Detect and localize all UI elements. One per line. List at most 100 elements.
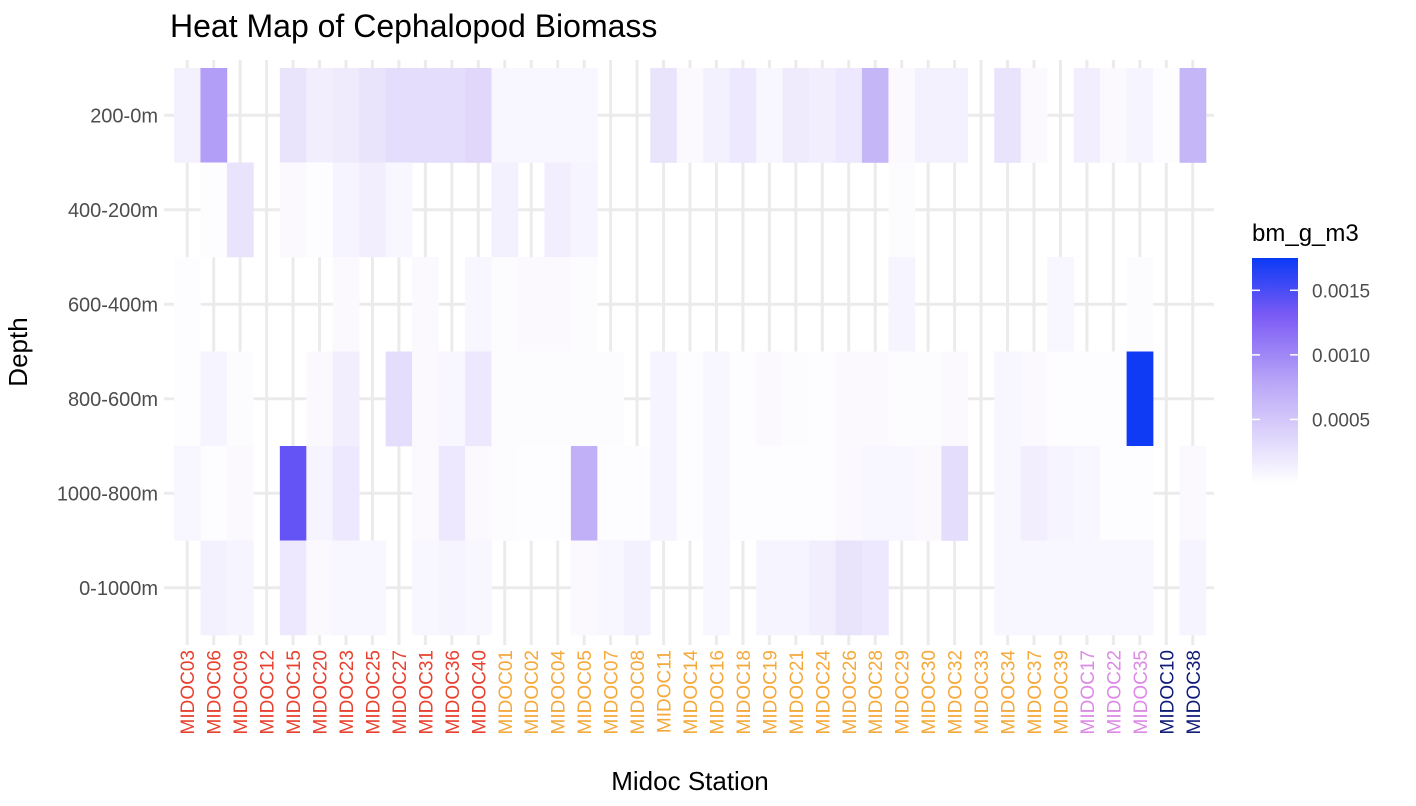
x-axis-title: Midoc Station xyxy=(611,766,769,796)
heatmap-cell xyxy=(570,351,598,447)
heatmap-cell xyxy=(226,351,254,447)
heatmap-cell xyxy=(279,540,307,636)
y-axis-title: Depth xyxy=(3,317,33,386)
heatmap-cell xyxy=(1047,351,1074,447)
x-tick-label: MIDOC22 xyxy=(1104,650,1125,734)
heatmap-cell xyxy=(994,446,1022,541)
heatmap-cell xyxy=(1073,68,1101,163)
heatmap-cell xyxy=(306,162,334,258)
y-tick-label: 400-200m xyxy=(68,200,158,222)
x-tick-label: MIDOC34 xyxy=(999,650,1020,735)
heatmap-cell xyxy=(1126,68,1154,163)
heatmap-cell xyxy=(385,162,413,258)
heatmap-cell xyxy=(1073,540,1101,636)
x-tick-label: MIDOC11 xyxy=(655,650,676,733)
heatmap-cell xyxy=(306,68,334,163)
x-tick-label: MIDOC36 xyxy=(443,650,464,734)
heatmap-cell xyxy=(597,351,625,447)
x-tick-labels: MIDOC03 MIDOC06 MIDOC09 MIDOC12 MIDOC15 MIDOC… xyxy=(178,650,1205,735)
heatmap-cell xyxy=(518,68,545,163)
heatmap-cell xyxy=(200,68,228,163)
heatmap-cell xyxy=(1179,540,1207,636)
heatmap-cell xyxy=(782,540,810,636)
heatmap-cell xyxy=(306,446,334,541)
heatmap-cell xyxy=(650,351,678,447)
heatmap-cell xyxy=(1020,540,1048,636)
heatmap-cell xyxy=(729,446,757,541)
heatmap-cell xyxy=(412,257,439,352)
legend-tick-label: 0.0010 xyxy=(1312,346,1370,367)
y-tick-label: 800-600m xyxy=(68,389,158,411)
x-tick-label: MIDOC30 xyxy=(919,650,940,734)
heatmap-cell xyxy=(491,162,519,258)
x-tick-label: MIDOC07 xyxy=(602,650,623,734)
heatmap-cell xyxy=(703,351,730,447)
heatmap-cell xyxy=(570,68,598,163)
x-tick-label: MIDOC24 xyxy=(813,650,834,735)
heatmap-cell xyxy=(597,540,625,636)
x-tick-label: MIDOC10 xyxy=(1157,650,1178,734)
x-tick-label: MIDOC02 xyxy=(522,650,543,734)
heatmap-cell xyxy=(465,257,492,352)
heatmap-cell xyxy=(994,68,1022,163)
heatmap-cell xyxy=(888,68,916,163)
heatmap-cell xyxy=(623,540,651,636)
heatmap-cell xyxy=(200,446,228,541)
heatmap-cell xyxy=(782,446,810,541)
heatmap-cell xyxy=(465,68,492,163)
heatmap-cell xyxy=(1153,68,1180,163)
heatmap-cell xyxy=(1020,68,1048,163)
heatmap-cell xyxy=(650,68,678,163)
heatmap-cell xyxy=(650,446,678,541)
heatmap-cell xyxy=(332,540,360,636)
heatmap-cell xyxy=(332,162,360,258)
x-tick-label: MIDOC33 xyxy=(972,650,993,734)
y-tick-label: 1000-800m xyxy=(57,483,158,505)
heatmap-cell xyxy=(809,351,836,447)
heatmap-cell xyxy=(941,446,969,541)
heatmap-cell xyxy=(570,540,598,636)
heatmap-cell xyxy=(1047,257,1074,352)
heatmap-cell xyxy=(200,351,228,447)
heatmap-cell xyxy=(332,446,360,541)
heatmap-cell xyxy=(1100,351,1127,447)
heatmap-cell xyxy=(544,351,572,447)
heatmap-cell xyxy=(385,351,413,447)
heatmap-cell xyxy=(570,446,598,541)
heatmap-cell xyxy=(279,446,307,541)
heatmap-cell xyxy=(1126,446,1154,541)
heatmap-cell xyxy=(518,351,545,447)
heatmap-cell xyxy=(385,68,413,163)
y-tick-label: 200-0m xyxy=(90,105,158,127)
x-tick-label: MIDOC12 xyxy=(258,650,279,734)
heatmap-cell xyxy=(862,68,889,163)
heatmap-cell xyxy=(1073,351,1101,447)
x-tick-label: MIDOC16 xyxy=(707,650,728,734)
x-tick-label: MIDOC06 xyxy=(205,650,226,734)
heatmap-cell xyxy=(544,257,572,352)
heatmap-cells xyxy=(174,68,1207,636)
heatmap-cell xyxy=(491,351,519,447)
y-tick-label: 0-1000m xyxy=(79,578,158,600)
heatmap-cell xyxy=(544,446,572,541)
heatmap-cell xyxy=(623,446,651,541)
x-tick-label: MIDOC05 xyxy=(575,650,596,734)
x-tick-label: MIDOC29 xyxy=(893,650,914,734)
heatmap-cell xyxy=(835,351,863,447)
heatmap-cell xyxy=(914,446,942,541)
heatmap-cell xyxy=(835,540,863,636)
heatmap-cell xyxy=(174,446,201,541)
heatmap-cell xyxy=(279,68,307,163)
x-tick-label: MIDOC15 xyxy=(284,650,305,734)
heatmap-cell xyxy=(914,351,942,447)
heatmap-cell xyxy=(1020,351,1048,447)
x-tick-label: MIDOC31 xyxy=(416,650,437,734)
heatmap-cell xyxy=(782,351,810,447)
heatmap-cell xyxy=(570,257,598,352)
heatmap-cell xyxy=(676,68,704,163)
x-tick-label: MIDOC26 xyxy=(840,650,861,734)
heatmap-cell xyxy=(888,446,916,541)
heatmap-cell xyxy=(888,162,916,258)
heatmap-cell xyxy=(438,68,466,163)
x-tick-label: MIDOC23 xyxy=(337,650,358,734)
